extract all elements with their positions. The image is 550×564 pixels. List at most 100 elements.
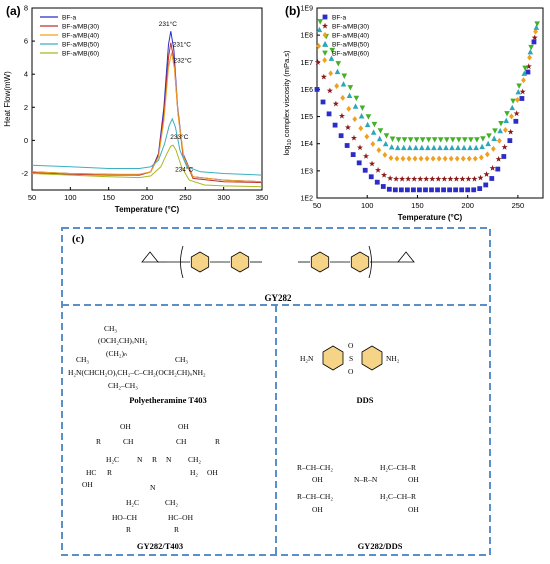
data-point xyxy=(346,92,353,99)
data-point xyxy=(356,160,362,166)
svg-text:OH: OH xyxy=(120,422,131,431)
svg-text:CH₂: CH₂ xyxy=(165,498,178,507)
svg-text:H₂: H₂ xyxy=(190,468,198,477)
data-point xyxy=(519,88,526,95)
svg-text:N: N xyxy=(137,455,143,464)
data-point xyxy=(374,179,380,185)
y-tick-label: 1E6 xyxy=(301,87,314,94)
gy282-structure xyxy=(141,245,415,279)
series-4 xyxy=(317,19,540,143)
data-point xyxy=(328,55,335,61)
data-point xyxy=(369,160,376,167)
svg-text:H₂C–CH–R: H₂C–CH–R xyxy=(380,492,416,501)
data-point xyxy=(375,166,382,173)
data-point xyxy=(407,144,413,151)
structures-frame xyxy=(61,227,491,556)
data-point xyxy=(395,137,402,143)
data-point xyxy=(350,152,356,157)
data-point xyxy=(398,187,404,193)
data-point xyxy=(449,137,456,143)
data-point xyxy=(527,48,534,55)
data-point xyxy=(485,140,491,147)
data-point xyxy=(501,154,507,159)
series-line-4 xyxy=(31,144,263,188)
x-tick-label: 50 xyxy=(28,193,36,202)
data-point xyxy=(430,155,436,162)
data-point xyxy=(419,137,426,143)
data-point xyxy=(441,175,448,182)
data-point xyxy=(472,155,478,162)
t403-structure: CH₃ (OCH₂CH)ₓNH₂ (CH₂)ₙ CH₃ CH₃ H₂N(CHCH… xyxy=(68,324,206,390)
data-point xyxy=(528,44,534,51)
svg-text:R–CH–CH₂: R–CH–CH₂ xyxy=(297,463,333,472)
svg-text:N: N xyxy=(150,483,156,492)
data-point xyxy=(474,137,480,143)
data-point xyxy=(479,143,485,150)
data-point xyxy=(328,70,334,77)
peak-label: 231°C xyxy=(173,41,191,49)
x-axis-label: Temperature (°C) xyxy=(398,213,463,222)
dds-label: DDS xyxy=(356,395,373,405)
svg-text:N: N xyxy=(166,455,172,464)
data-point xyxy=(405,187,410,193)
data-point xyxy=(407,137,414,143)
data-point xyxy=(489,164,496,171)
data-point xyxy=(448,155,454,162)
svg-text:NH₂: NH₂ xyxy=(386,354,400,363)
data-point xyxy=(513,110,520,117)
data-point xyxy=(490,145,496,152)
x-axis-label: Temperature (°C) xyxy=(115,205,180,214)
data-point xyxy=(359,105,366,111)
data-point xyxy=(449,144,455,151)
svg-text:H₂C–CH–R: H₂C–CH–R xyxy=(380,463,416,472)
data-point xyxy=(503,127,508,134)
data-point xyxy=(387,175,394,181)
gy282-dds-label: GY282/DDS xyxy=(358,541,403,551)
legend-marker xyxy=(322,14,328,20)
dsc-chart-panel: 50 100 150 200 250 300 350 -2 0 2 4 6 8 Temperature (… xyxy=(0,0,275,225)
data-point xyxy=(437,137,444,143)
y-tick-label: 1E4 xyxy=(301,141,314,148)
svg-text:OH: OH xyxy=(178,422,189,431)
data-point xyxy=(527,54,532,61)
svg-text:(CH₂)ₙ: (CH₂)ₙ xyxy=(106,349,127,358)
data-point xyxy=(317,19,323,25)
data-point xyxy=(504,111,510,117)
data-point xyxy=(425,137,432,143)
data-point xyxy=(377,128,384,134)
data-point xyxy=(525,69,531,75)
y-tick-label: 4 xyxy=(24,70,28,79)
legend-entry: BF-a/MB(60) xyxy=(62,51,99,58)
data-point xyxy=(510,98,516,105)
data-point xyxy=(513,118,519,124)
y-tick-label: 1E3 xyxy=(301,168,314,175)
data-point xyxy=(503,117,510,124)
series-line-2 xyxy=(31,52,263,183)
data-point xyxy=(322,57,328,64)
data-point xyxy=(326,87,333,94)
data-point xyxy=(363,153,370,159)
svg-text:H₂C: H₂C xyxy=(126,498,139,507)
data-point xyxy=(393,175,400,182)
gy282-t403-label: GY282/T403 xyxy=(137,541,183,551)
data-point xyxy=(447,187,452,193)
legend-entry: BF-a/MB(40) xyxy=(62,33,99,40)
svg-text:CH: CH xyxy=(176,437,187,446)
data-point xyxy=(365,114,372,120)
data-point xyxy=(489,176,495,181)
series-1 xyxy=(314,34,538,182)
data-point xyxy=(334,68,341,75)
svg-text:R: R xyxy=(126,525,131,534)
panel-label-a: (a) xyxy=(6,4,21,18)
data-point xyxy=(370,140,376,147)
svg-text:CH₂: CH₂ xyxy=(188,455,201,464)
svg-text:N–R–N: N–R–N xyxy=(354,475,378,484)
data-point xyxy=(516,83,522,89)
y-axis-label: log10 complex viscosity (mPa.s) xyxy=(282,50,293,155)
peak-label: 231°C xyxy=(159,20,177,28)
data-point xyxy=(352,116,358,123)
data-point xyxy=(383,133,390,139)
y-tick-label: 1E7 xyxy=(301,60,314,67)
data-point xyxy=(509,104,516,111)
data-point xyxy=(392,187,398,193)
